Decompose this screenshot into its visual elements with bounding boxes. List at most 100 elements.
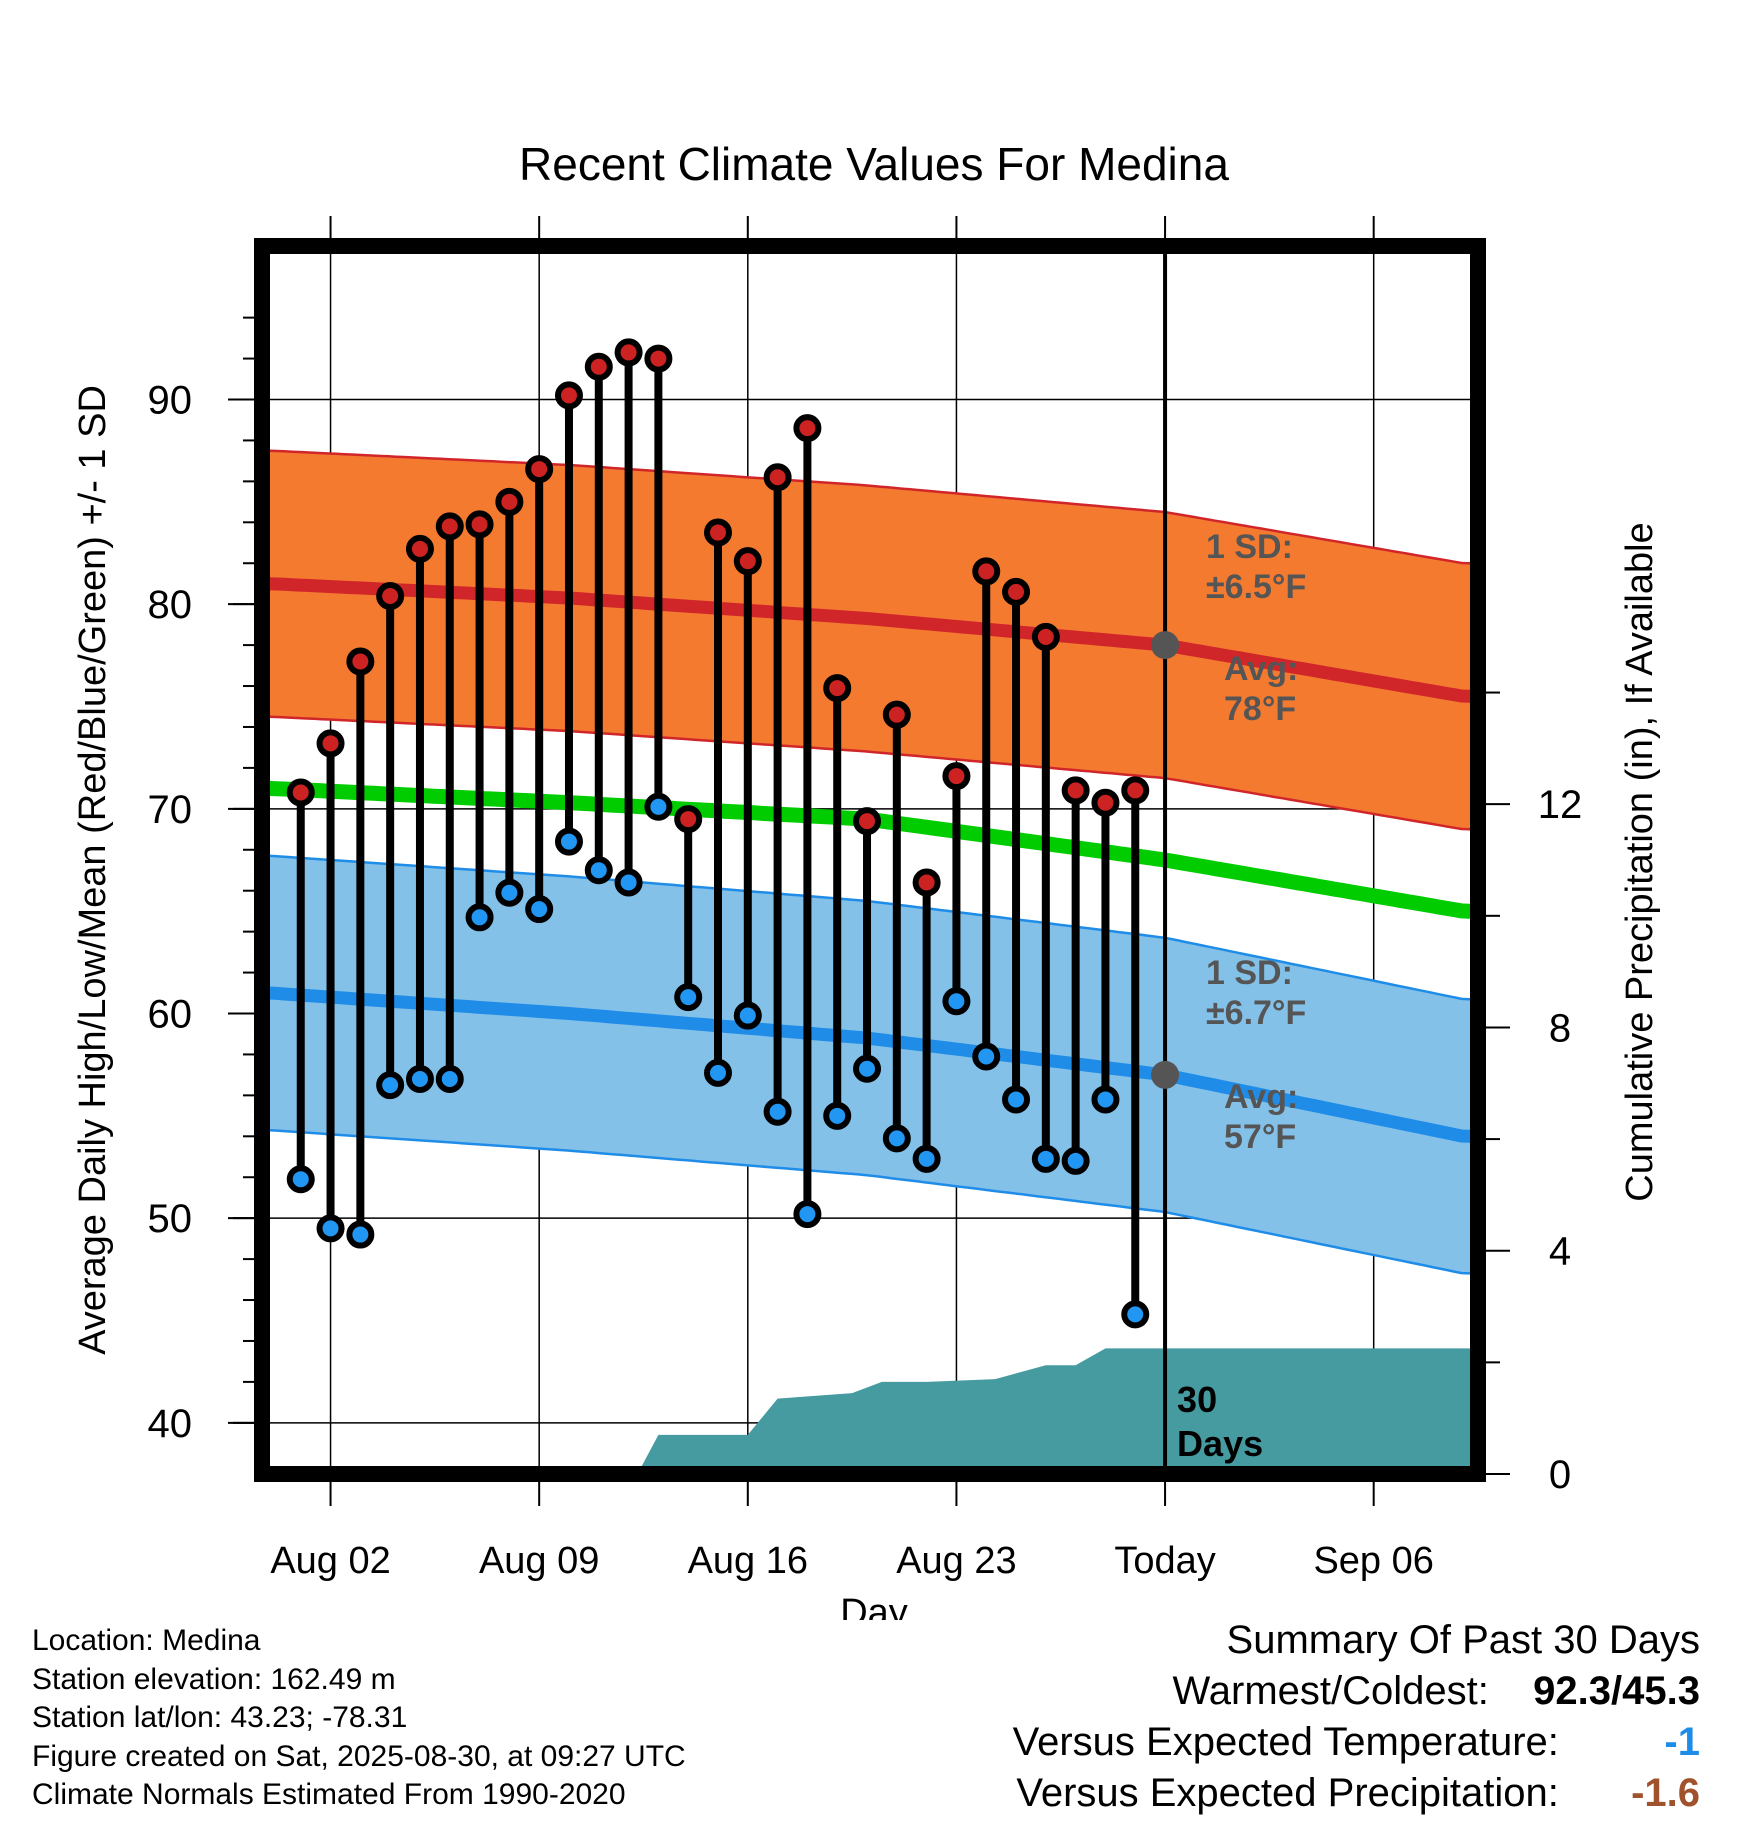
daily-low-point — [1002, 1085, 1031, 1114]
daily-high-point — [1061, 776, 1090, 805]
daily-high-point — [793, 414, 822, 443]
y2-tick-label-0: 0 — [1549, 1453, 1571, 1497]
daily-high-point — [525, 455, 554, 484]
x-tick-label-5: Sep 06 — [1313, 1540, 1433, 1582]
elevation-text: Station elevation: 162.49 m — [32, 1662, 396, 1696]
y-tick-label-0: 40 — [148, 1402, 193, 1446]
daily-high-point — [823, 674, 852, 703]
daily-high-point — [1091, 788, 1120, 817]
daily-low-point — [346, 1220, 375, 1249]
daily-high-point — [674, 805, 703, 834]
low-sd-annotation: 1 SD: ±6.7°F — [1206, 954, 1306, 1032]
daily-low-point — [316, 1214, 345, 1243]
x-tick-label-0: Aug 02 — [270, 1540, 390, 1582]
daily-high-point — [346, 647, 375, 676]
normal-high-band — [262, 450, 1477, 830]
daily-high-point — [316, 729, 345, 758]
daily-low-point — [286, 1165, 315, 1194]
daily-low-point — [674, 983, 703, 1012]
low-avg-annotation: Avg: 57°F — [1224, 1078, 1298, 1156]
today-low-avg-marker — [1151, 1060, 1180, 1089]
daily-low-point — [495, 878, 524, 907]
normal-high-band-upper — [262, 449, 1477, 565]
today-days-label: 30 Days — [1177, 1379, 1263, 1464]
climate-chart: Recent Climate Values For Medina Day Ave… — [72, 138, 1661, 1620]
daily-low-point — [763, 1097, 792, 1126]
daily-high-point — [882, 700, 911, 729]
today-high-avg-marker — [1151, 631, 1180, 660]
daily-high-point — [614, 338, 643, 367]
daily-low-point — [465, 903, 494, 932]
y-tick-label-3: 70 — [148, 788, 193, 832]
temp-value: -1 — [1664, 1720, 1700, 1764]
daily-low-point — [554, 827, 583, 856]
x-tick-label-1: Aug 09 — [479, 1540, 599, 1582]
chart-title: Recent Climate Values For Medina — [519, 138, 1229, 190]
low-sd-annotation-line: 1 SD: — [1206, 954, 1293, 992]
daily-high-point — [972, 557, 1001, 586]
daily-high-point — [495, 487, 524, 516]
daily-low-point — [376, 1071, 405, 1100]
daily-low-point — [853, 1054, 882, 1083]
daily-high-point — [733, 547, 762, 576]
daily-low-point — [972, 1042, 1001, 1071]
y-tick-label-5: 90 — [148, 379, 193, 423]
daily-high-point — [1121, 776, 1150, 805]
high-avg-annotation: Avg: 78°F — [1224, 650, 1298, 728]
daily-low-point — [1091, 1085, 1120, 1114]
precip-value: -1.6 — [1631, 1771, 1700, 1815]
warm-cold-label: Warmest/Coldest: — [1172, 1669, 1489, 1713]
daily-high-point — [584, 352, 613, 381]
daily-high-point — [912, 868, 941, 897]
low-avg-annotation-line: Avg: — [1224, 1078, 1298, 1116]
daily-low-point — [405, 1064, 434, 1093]
daily-high-point — [1002, 577, 1031, 606]
x-axis-label: Day — [840, 1592, 908, 1620]
y-tick-label-2: 60 — [148, 993, 193, 1037]
daily-high-point — [644, 344, 673, 373]
precip-area — [637, 1348, 1478, 1474]
daily-low-point — [1121, 1300, 1150, 1329]
y-tick-label-1: 50 — [148, 1197, 193, 1241]
temp-label: Versus Expected Temperature: — [1012, 1720, 1559, 1764]
x-tick-label-2: Aug 16 — [688, 1540, 808, 1582]
high-sd-annotation-line: 1 SD: — [1206, 528, 1293, 566]
daily-high-point — [704, 518, 732, 547]
normal-low-band-lower — [262, 1128, 1477, 1275]
latlon-text: Station lat/lon: 43.23; -78.31 — [32, 1701, 408, 1734]
daily-low-point — [733, 1001, 762, 1030]
high-avg-annotation-line: 78°F — [1224, 690, 1296, 728]
warm-cold-row: Warmest/Coldest: 92.3/45.3 — [800, 1666, 1701, 1717]
daily-low-point — [793, 1200, 822, 1229]
plot-frame — [254, 238, 1486, 1482]
y2-axis-label: Cumulative Precipitation (in), If Availa… — [1619, 522, 1661, 1201]
y2-tick-label-2: 8 — [1549, 1006, 1571, 1050]
today-days-label-line: 30 — [1177, 1379, 1217, 1420]
daily-low-point — [525, 895, 554, 924]
daily-low-point — [704, 1058, 732, 1087]
warm-cold-value: 92.3/45.3 — [1533, 1669, 1700, 1713]
normal-high-line — [262, 577, 1477, 703]
daily-low-point — [942, 987, 971, 1016]
daily-low-point — [644, 792, 673, 821]
daily-high-point — [554, 381, 583, 410]
daily-high-point — [853, 807, 882, 836]
y-axis-label: Average Daily High/Low/Mean (Red/Blue/Gr… — [72, 385, 114, 1355]
summary-panel: Summary Of Past 30 Days Warmest/Coldest:… — [800, 1615, 1700, 1819]
x-tick-label-3: Aug 23 — [896, 1540, 1016, 1582]
daily-low-point — [912, 1144, 941, 1173]
today-days-label-line: Days — [1177, 1423, 1263, 1464]
daily-low-point — [882, 1124, 911, 1153]
high-sd-annotation-line: ±6.5°F — [1206, 568, 1306, 606]
low-avg-annotation-line: 57°F — [1224, 1118, 1296, 1156]
station-info: Location: Medina Station elevation: 162.… — [32, 1622, 832, 1815]
y2-tick-label-1: 4 — [1549, 1230, 1571, 1274]
daily-low-point — [1031, 1144, 1060, 1173]
low-sd-annotation-line: ±6.7°F — [1206, 994, 1306, 1032]
daily-low-point — [823, 1101, 852, 1130]
high-sd-annotation: 1 SD: ±6.5°F — [1206, 528, 1306, 606]
daily-low-point — [1061, 1146, 1090, 1175]
summary-title: Summary Of Past 30 Days — [1226, 1618, 1700, 1662]
daily-high-point — [1031, 622, 1060, 651]
